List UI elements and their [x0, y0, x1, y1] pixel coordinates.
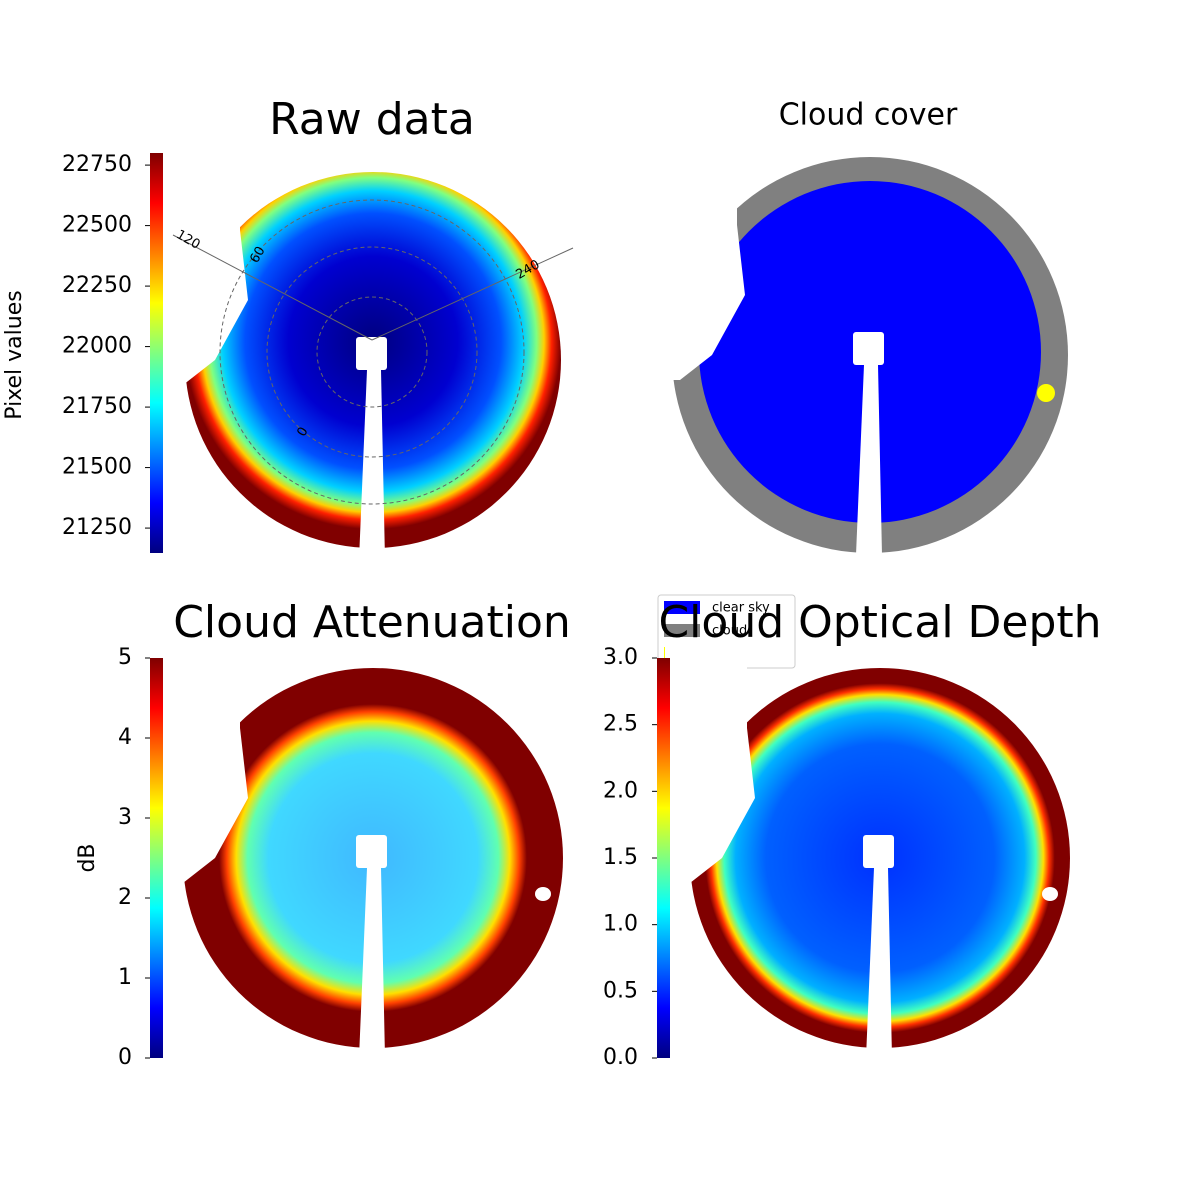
- panel-title: Cloud Attenuation: [173, 597, 571, 648]
- arm-mask: [359, 370, 385, 560]
- colorbar-tick-label: 4: [118, 725, 132, 750]
- arm-mask: [359, 868, 385, 1058]
- colorbar-tick-label: 21250: [62, 515, 132, 540]
- colorbar-tick-label: 1.0: [603, 912, 638, 937]
- polar-grid: [219, 199, 525, 505]
- colorbar-tick-label: 0.0: [603, 1045, 638, 1070]
- horizon-mask: [665, 643, 755, 883]
- polar-grid: [316, 296, 428, 408]
- legend-swatch: [664, 624, 700, 637]
- colorbar-tick-label: 21750: [62, 394, 132, 419]
- colorbar-tick-label: 3.0: [603, 645, 638, 670]
- obstacle-mask: [535, 887, 551, 901]
- arm-mask: [866, 868, 892, 1058]
- obstacle-mask: [1042, 887, 1058, 901]
- colorbar-label: dB: [75, 843, 100, 872]
- colorbar-tick-label: 2: [118, 885, 132, 910]
- colorbar-tick-label: 22750: [62, 152, 132, 177]
- legend-label: cloud: [712, 624, 747, 639]
- panel-title: Raw data: [269, 94, 475, 145]
- legend-label: clear sky: [712, 601, 770, 616]
- polar-grid: [266, 246, 478, 458]
- colorbar-tick-label: 3: [118, 805, 132, 830]
- horizon-mask: [158, 643, 248, 883]
- horizon-mask: [158, 145, 248, 385]
- colorbar: [150, 153, 163, 553]
- polar-label: 60: [247, 244, 268, 266]
- camera-mask: [356, 835, 387, 868]
- colorbar-tick-label: 21500: [62, 455, 132, 480]
- colorbar-tick-label: 22250: [62, 273, 132, 298]
- camera-mask: [863, 835, 894, 868]
- colorbar-tick-label: 2.0: [603, 778, 638, 803]
- colorbar-tick-label: 22000: [62, 334, 132, 359]
- colorbar-tick-label: 1.5: [603, 845, 638, 870]
- panel-title: Cloud Optical Depth: [658, 597, 1101, 648]
- colorbar-tick-label: 2.5: [603, 712, 638, 737]
- colorbar-tick-label: 1: [118, 965, 132, 990]
- polar-axis: [371, 247, 574, 341]
- horizon-mask: [655, 140, 745, 380]
- panel-title: Cloud cover: [779, 98, 958, 133]
- legend-swatch: [664, 601, 700, 614]
- colorbar-tick-label: 5: [118, 645, 132, 670]
- polar-axis: [172, 234, 373, 341]
- sun-region: [1037, 384, 1055, 402]
- colorbar-tick-label: 0.5: [603, 978, 638, 1003]
- camera-mask: [853, 332, 884, 365]
- colorbar-tick-label: 0: [118, 1045, 132, 1070]
- arm-mask: [856, 365, 882, 555]
- colorbar: [657, 658, 670, 1058]
- colorbar-tick-label: 22500: [62, 213, 132, 238]
- camera-mask: [356, 337, 387, 370]
- colorbar: [150, 658, 163, 1058]
- colorbar-label: Pixel values: [2, 290, 27, 419]
